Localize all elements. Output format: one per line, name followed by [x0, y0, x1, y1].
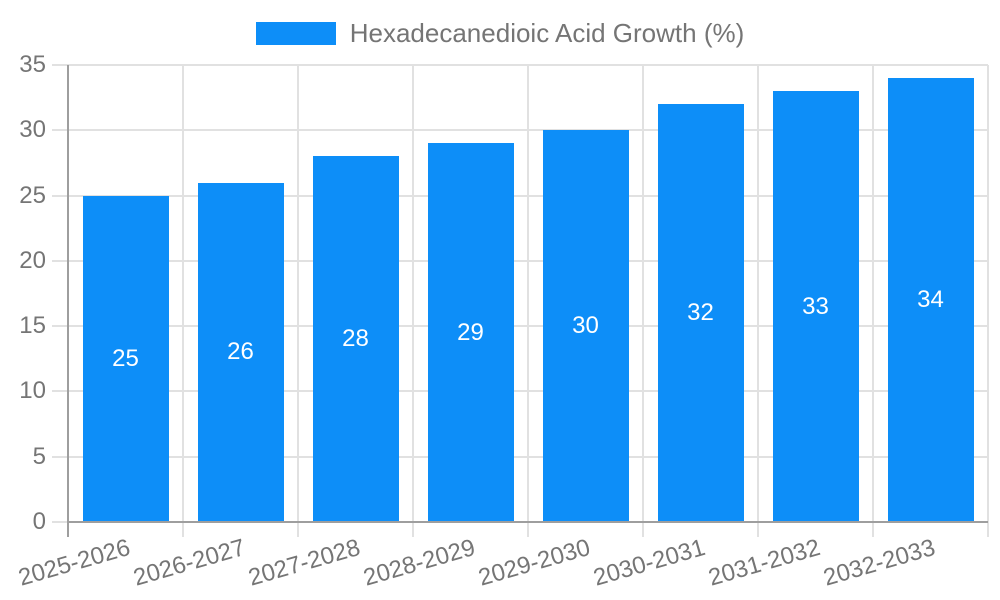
bar-value-label: 25: [112, 344, 139, 372]
gridline-v: [642, 65, 644, 522]
bar-value-label: 32: [687, 299, 714, 327]
y-tick-mark: [52, 64, 68, 66]
x-tick-label: 2027-2028: [245, 534, 363, 592]
y-tick-label: 0: [32, 508, 46, 535]
y-tick-mark: [52, 325, 68, 328]
bar-2025-2026[interactable]: [82, 195, 169, 522]
legend-label: Hexadecanedioic Acid Growth (%): [349, 18, 745, 48]
x-tick-mark: [642, 522, 644, 537]
bar-value-label: 30: [572, 312, 599, 340]
y-tick-label: 10: [19, 377, 46, 405]
bar-value-label: 29: [457, 318, 484, 346]
x-tick-mark: [297, 522, 299, 537]
y-tick-mark: [52, 259, 68, 262]
x-tick-mark: [757, 522, 759, 537]
x-tick-label: 2030-2031: [590, 534, 708, 592]
x-tick-label: 2031-2032: [705, 534, 823, 592]
gridline-v: [757, 65, 759, 522]
x-tick-mark: [412, 522, 414, 537]
y-tick-label: 35: [19, 51, 46, 78]
y-tick-label: 5: [32, 442, 46, 470]
y-tick-mark: [52, 129, 68, 132]
bar-value-label: 34: [917, 286, 944, 314]
y-tick-mark: [52, 390, 68, 393]
bar-2032-2033[interactable]: [887, 78, 974, 522]
x-tick-mark: [872, 522, 874, 537]
y-tick-label: 20: [19, 246, 46, 274]
bar-2027-2028[interactable]: [312, 156, 399, 522]
y-tick-mark: [52, 521, 68, 523]
legend-swatch: [255, 21, 336, 45]
bar-2026-2027[interactable]: [197, 182, 284, 522]
x-tick-label: 2025-2026: [15, 534, 133, 592]
x-tick-label: 2029-2030: [475, 534, 593, 592]
gridline-v: [527, 65, 529, 522]
y-tick-label: 30: [19, 116, 46, 144]
y-tick-label: 25: [19, 181, 46, 209]
bar-value-label: 28: [342, 325, 369, 353]
bar-value-label: 26: [227, 338, 254, 366]
bar-2029-2030[interactable]: [542, 130, 629, 522]
gridline-v: [297, 65, 299, 522]
x-tick-label: 2026-2027: [130, 534, 248, 592]
bar-2030-2031[interactable]: [657, 104, 744, 522]
x-tick-label: 2028-2029: [360, 534, 478, 592]
bar-2031-2032[interactable]: [772, 91, 859, 522]
x-tick-label: 2032-2033: [820, 534, 938, 592]
gridline-v: [412, 65, 414, 522]
gridline-v: [987, 65, 989, 522]
gridline-v: [872, 65, 874, 522]
x-axis-line: [67, 521, 988, 523]
y-tick-mark: [52, 194, 68, 197]
x-tick-mark: [182, 522, 184, 537]
x-tick-mark: [987, 522, 989, 537]
bar-2028-2029[interactable]: [427, 143, 514, 522]
gridline-v: [182, 65, 184, 522]
bar-value-label: 33: [802, 292, 829, 320]
x-tick-mark: [527, 522, 529, 537]
y-tick-mark: [52, 455, 68, 458]
legend-item[interactable]: Hexadecanedioic Acid Growth (%): [0, 19, 1000, 47]
y-tick-label: 15: [19, 312, 46, 340]
y-axis-line: [67, 65, 69, 537]
